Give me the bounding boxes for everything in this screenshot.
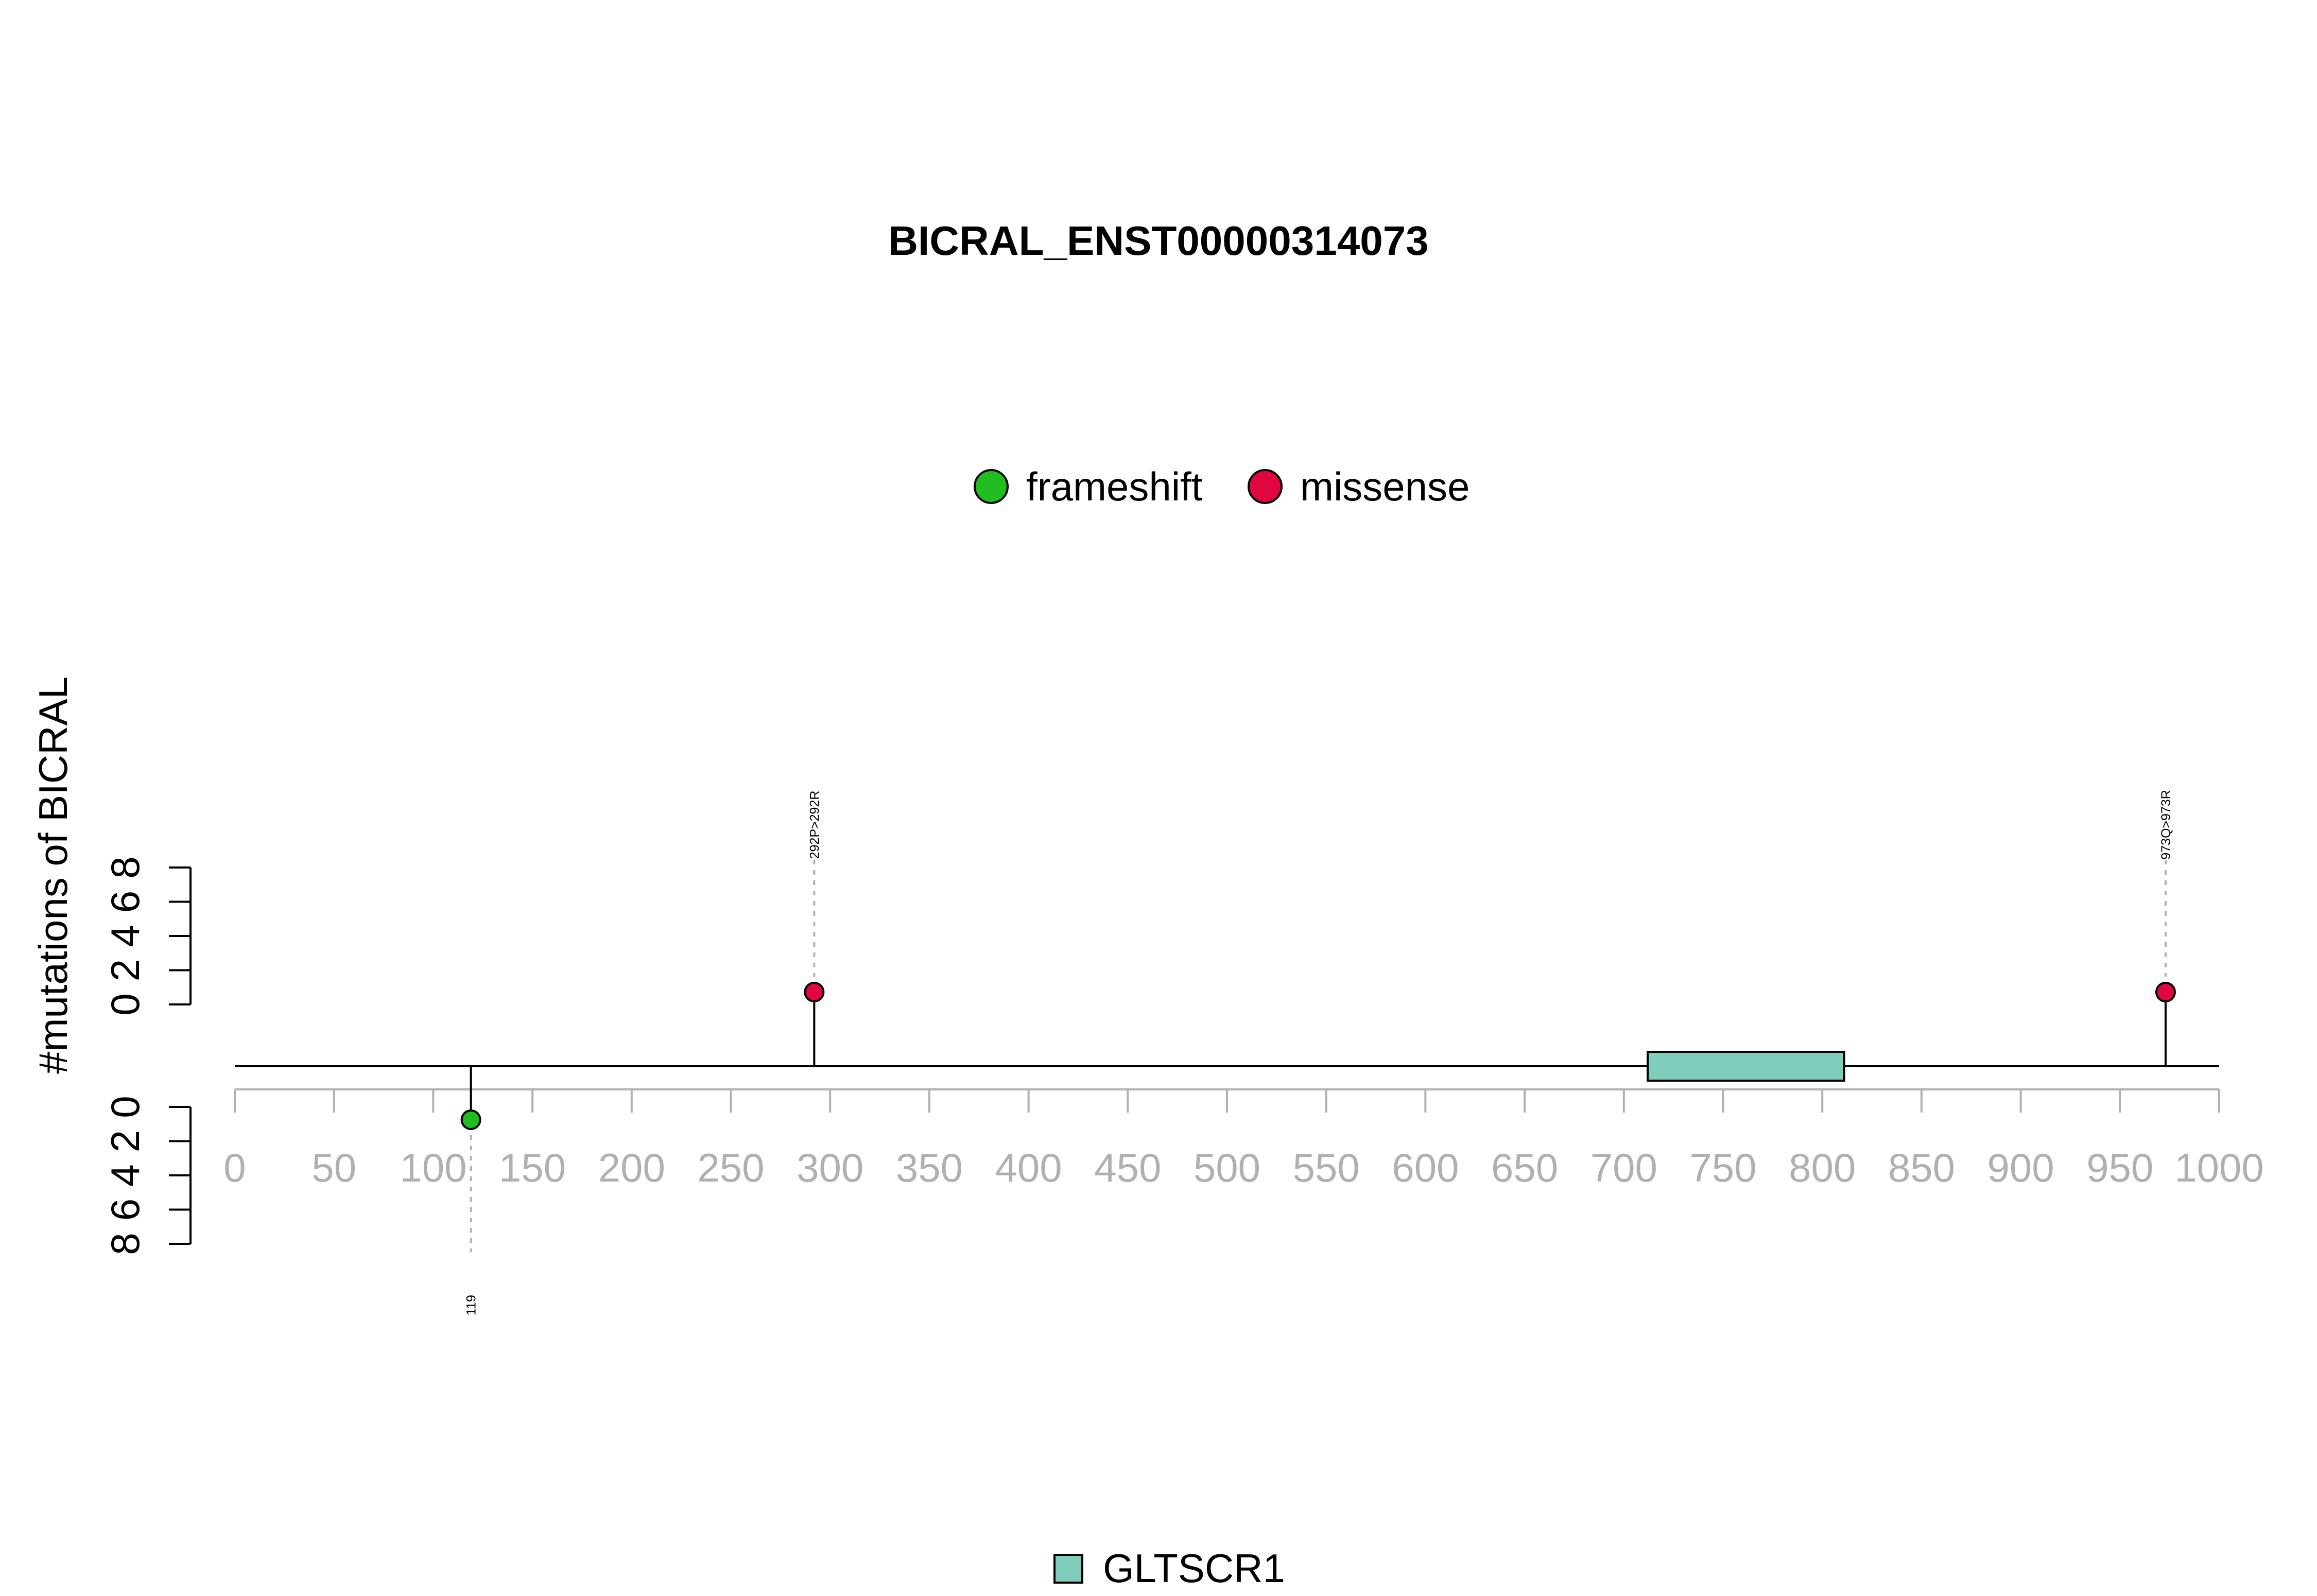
x-tick-label-150: 150 <box>499 1145 566 1190</box>
x-tick-label-650: 650 <box>1491 1145 1558 1190</box>
x-tick-label-700: 700 <box>1590 1145 1657 1190</box>
x-tick-label-100: 100 <box>400 1145 466 1190</box>
chart-title: BICRAL_ENST00000314073 <box>888 218 1428 264</box>
x-tick-label-750: 750 <box>1689 1145 1756 1190</box>
x-axis: 0 50 100 150 200 250 300 350 400 450 500 550 600 650 7… <box>223 1088 2264 1190</box>
yaxis-bottom-tick-label-8: 8 <box>102 1233 148 1255</box>
mutation-292-label: 292P>292R <box>807 791 822 859</box>
legend-label-frameshift: frameshift <box>1026 464 1203 509</box>
x-tick-label-500: 500 <box>1194 1145 1260 1190</box>
yaxis-bottom-tick-label-4: 4 <box>102 1164 148 1186</box>
yaxis-top-tick-label-0: 0 <box>102 993 148 1015</box>
domain-legend-marker-GLTSCR1 <box>1053 1554 1083 1584</box>
x-tick-label-850: 850 <box>1888 1145 1955 1190</box>
x-tick-label-0: 0 <box>223 1145 246 1190</box>
domain-GLTSCR1 <box>1647 1051 1845 1082</box>
domain-group <box>1647 1051 1845 1082</box>
yaxis-bottom-tick-label-2: 2 <box>102 1130 148 1152</box>
x-tick-label-200: 200 <box>598 1145 665 1190</box>
legend-marker-missense <box>1248 469 1283 504</box>
yaxis-top-tick-label-4: 4 <box>102 925 148 947</box>
x-tick-label-450: 450 <box>1094 1145 1161 1190</box>
x-tick-label-250: 250 <box>697 1145 764 1190</box>
mutation-292-point <box>804 982 825 1002</box>
y-axis-top: 0 2 4 6 8 <box>102 856 192 1016</box>
mutation-type-legend: frameshift missense <box>974 464 1469 509</box>
mutation-973-point <box>2155 982 2176 1002</box>
x-tick-label-950: 950 <box>2086 1145 2153 1190</box>
mutation-group: 119 292P>292R 973Q>973R <box>460 790 2176 1315</box>
x-tick-label-800: 800 <box>1789 1145 1856 1190</box>
mutation-119-point <box>460 1109 481 1130</box>
legend-label-missense: missense <box>1300 464 1469 509</box>
x-tick-label-550: 550 <box>1293 1145 1360 1190</box>
mutation-119-label: 119 <box>464 1295 479 1315</box>
x-tick-label-300: 300 <box>797 1145 863 1190</box>
mutation-973-label: 973Q>973R <box>2159 790 2173 860</box>
yaxis-bottom-tick-label-6: 6 <box>102 1199 148 1221</box>
yaxis-top-tick-label-8: 8 <box>102 856 148 878</box>
y-axis-label: #mutations of BICRAL <box>30 676 76 1074</box>
x-tick-label-400: 400 <box>995 1145 1062 1190</box>
domain-legend-label-GLTSCR1: GLTSCR1 <box>1103 1546 1285 1591</box>
x-tick-label-1000: 1000 <box>2174 1145 2264 1190</box>
x-tick-label-50: 50 <box>312 1145 356 1190</box>
x-tick-label-350: 350 <box>896 1145 963 1190</box>
legend-marker-frameshift <box>974 469 1009 504</box>
yaxis-top-tick-label-6: 6 <box>102 891 148 913</box>
x-tick-label-600: 600 <box>1392 1145 1459 1190</box>
x-tick-label-900: 900 <box>1987 1145 2054 1190</box>
yaxis-bottom-tick-label-0: 0 <box>102 1096 148 1118</box>
y-axis-bottom: 0 2 4 6 8 <box>102 1096 192 1255</box>
domain-legend: GLTSCR1 <box>1053 1546 1285 1591</box>
yaxis-top-tick-label-2: 2 <box>102 959 148 981</box>
